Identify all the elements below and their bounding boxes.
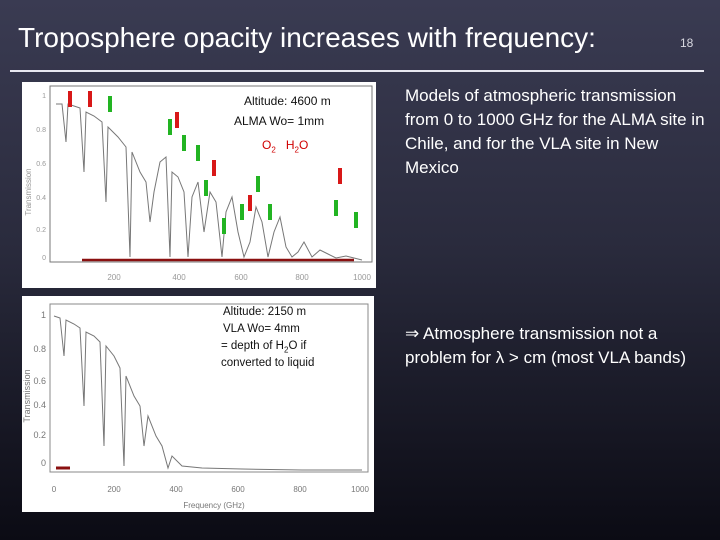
alma-ytick: 0.8 [36,127,46,134]
h2o-marker [268,204,272,220]
vla-ytick: 0.4 [33,400,46,410]
vla-ytick: 0 [41,458,46,468]
h2o-marker [240,204,244,220]
h2o-subscript: 2 [294,145,299,155]
alma-ytick: 1 [42,93,46,100]
h2o-marker [168,119,172,135]
vla-ytick: 1 [41,310,46,320]
h2o-marker [256,176,260,192]
alma-ytick: 0.6 [36,161,46,168]
alma-transmission-curve [56,103,363,261]
alma-ytick: 0.2 [36,227,46,234]
o2-markers [68,91,342,211]
molecule-legend: O2 H2O [262,138,308,157]
slide-number: 18 [680,36,694,50]
vla-ytick: 0.6 [33,376,46,386]
vla-depth-text: = depth of H [221,340,284,352]
alma-xtick: 1000 [353,273,371,282]
h2o-label-o: O [298,138,309,152]
h2o-markers [108,96,358,234]
h2o-marker [182,135,186,151]
vla-plot-frame [49,303,369,473]
models-description: Models of atmospheric transmission from … [405,86,705,177]
transmission-conclusion: ⇒ Atmosphere transmission not a problem … [405,322,710,370]
vla-plot-svg: Transmission 1 0.8 0.6 0.4 0.2 0 0 200 4… [22,303,369,510]
vla-xlabel: Frequency (GHz) [183,501,245,510]
h2o-marker [196,145,200,161]
vla-depth-text-end: O if [288,340,307,352]
vla-xtick: 600 [231,485,245,494]
vla-wo-label: VLA Wo= 4mm [223,323,300,335]
alma-wo-label: ALMA Wo= 1mm [234,114,325,128]
vla-transmission-curve [53,315,362,471]
alma-altitude-label: Altitude: 4600 m [244,94,331,108]
alma-xtick: 600 [234,273,248,282]
h2o-marker [354,212,358,228]
vla-ytick: 0.8 [33,344,46,354]
alma-plot-svg: Transmission 1 0.8 0.6 0.4 0.2 0 200 400… [24,85,373,282]
vla-xtick: 200 [107,485,121,494]
alma-xtick: 200 [107,273,121,282]
h2o-marker [204,180,208,196]
h2o-label-h: H [285,138,295,152]
vla-xtick: 800 [293,485,307,494]
o2-label: O [262,138,272,152]
h2o-marker [222,218,226,234]
h2o-marker [334,200,338,216]
vla-xtick: 400 [169,485,183,494]
vla-depth-subscript: 2 [283,345,289,355]
vla-ytick: 0.2 [33,430,46,440]
conclusion-text-b: > cm (most VLA bands) [504,348,687,367]
vla-altitude-label: Altitude: 2150 m [223,306,307,318]
vla-transmission-plot: Transmission 1 0.8 0.6 0.4 0.2 0 0 200 4… [22,296,374,512]
vla-liquid-note: converted to liquid [221,357,315,369]
alma-xtick: 400 [172,273,186,282]
implies-symbol: ⇒ [405,324,420,343]
alma-ytick: 0.4 [36,195,46,202]
o2-marker [88,91,92,107]
alma-ylabel: Transmission [24,168,33,215]
vla-ylabel: Transmission [22,369,32,422]
lambda-symbol: λ [495,348,505,367]
o2-marker [175,112,179,128]
alma-transmission-plot: Transmission 1 0.8 0.6 0.4 0.2 0 200 400… [22,82,376,288]
vla-depth-note: = depth of H2O if [221,338,306,358]
o2-subscript: 2 [271,145,276,155]
vla-xtick: 1000 [351,485,369,494]
h2o-marker [108,96,112,112]
alma-xtick: 800 [295,273,309,282]
o2-marker [248,195,252,211]
o2-marker [212,160,216,176]
alma-ytick: 0 [42,255,46,262]
o2-marker [68,91,72,107]
title-divider [10,70,704,72]
conclusion-text-a: Atmosphere transmission not a problem fo… [405,324,658,367]
o2-marker [338,168,342,184]
slide-title: Troposphere opacity increases with frequ… [18,22,596,53]
alma-plot-frame [49,85,373,263]
vla-xtick: 0 [52,485,57,494]
